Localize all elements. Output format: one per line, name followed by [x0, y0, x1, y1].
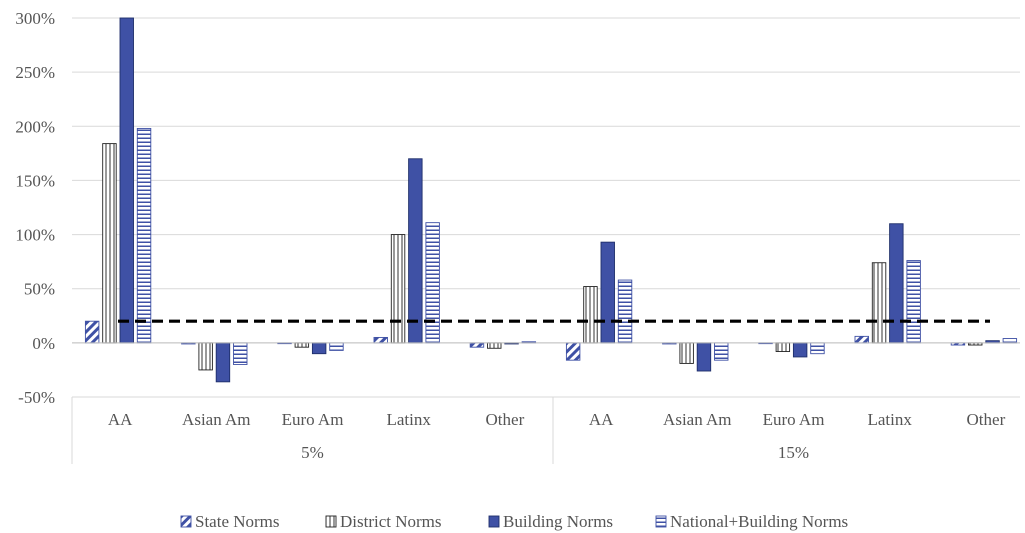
bar: [390, 234, 406, 344]
bar: [215, 342, 231, 383]
category-label: Latinx: [868, 410, 913, 429]
bar: [233, 342, 248, 365]
category-label: Asian Am: [182, 410, 250, 429]
bar: [487, 342, 502, 349]
bar: [469, 342, 485, 348]
axes: -50% 0% 50% 100% 150% 200% 250% 300% AA Asian Am E…: [15, 9, 1020, 464]
category-label: Other: [486, 410, 525, 429]
bar: [810, 342, 825, 355]
y-tick-label: 150%: [15, 171, 55, 190]
bar: [854, 335, 869, 344]
bar: [565, 342, 581, 361]
category-label: Latinx: [387, 410, 432, 429]
category-label: Other: [967, 410, 1006, 429]
bar: [600, 241, 615, 344]
bar: [119, 17, 134, 344]
bar: [696, 342, 712, 372]
bar: [311, 342, 327, 355]
y-tick-label: 0%: [32, 334, 55, 353]
legend-swatch: [655, 515, 667, 528]
bar: [408, 158, 423, 344]
bar: [136, 127, 152, 344]
category-label: Euro Am: [763, 410, 825, 429]
bar: [84, 320, 100, 344]
bar: [373, 336, 388, 344]
bar: [871, 262, 887, 344]
bar: [329, 342, 344, 351]
legend-label: Building Norms: [503, 512, 613, 531]
y-tick-label: -50%: [18, 388, 55, 407]
category-label: AA: [589, 410, 614, 429]
legend: State Norms District Norms Building Norms N…: [180, 512, 848, 531]
bar: [425, 222, 440, 344]
legend-swatch: [180, 515, 192, 528]
legend-swatch: [488, 515, 500, 528]
bar: [583, 286, 598, 344]
bar: [714, 342, 729, 361]
bar: [889, 223, 904, 344]
bar: [102, 143, 117, 344]
bar: [792, 342, 808, 358]
bar: [775, 342, 791, 352]
bar: [294, 342, 310, 348]
y-tick-label: 300%: [15, 9, 55, 28]
bar: [1002, 338, 1018, 344]
legend-swatch: [325, 515, 337, 528]
category-label: Euro Am: [282, 410, 344, 429]
bar: [617, 279, 633, 344]
legend-label: National+Building Norms: [670, 512, 848, 531]
y-tick-label: 50%: [24, 280, 55, 299]
y-tick-label: 200%: [15, 117, 55, 136]
group-label: 5%: [301, 443, 324, 462]
y-tick-label: 100%: [15, 226, 55, 245]
bar: [906, 260, 921, 344]
category-label: AA: [108, 410, 133, 429]
category-label: Asian Am: [663, 410, 731, 429]
legend-label: State Norms: [195, 512, 280, 531]
legend-label: District Norms: [340, 512, 442, 531]
bar: [679, 342, 694, 364]
bar: [198, 342, 213, 371]
group-label: 15%: [778, 443, 809, 462]
y-tick-label: 250%: [15, 63, 55, 82]
